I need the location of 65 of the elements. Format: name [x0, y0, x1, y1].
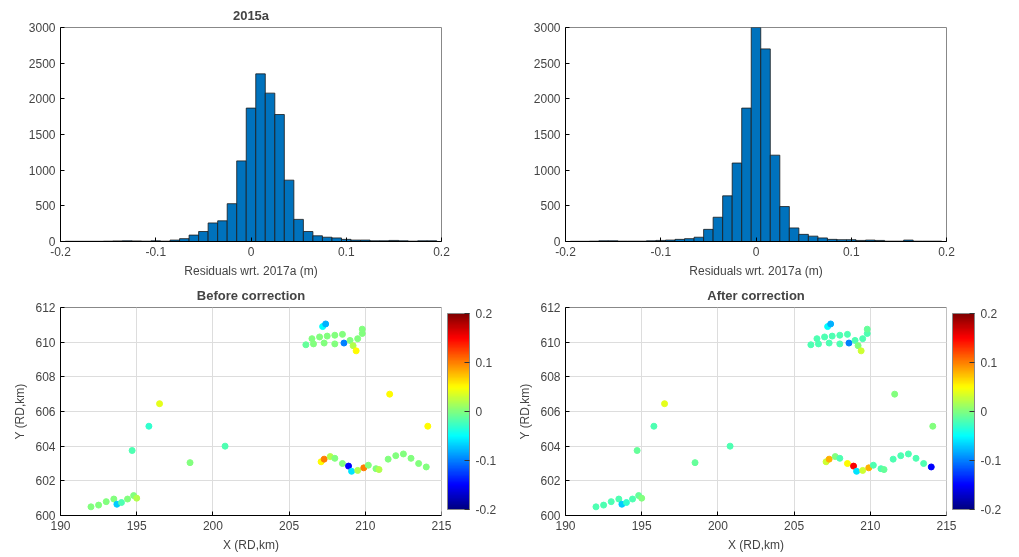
y-tick-label: 2000: [533, 92, 561, 107]
y-tick-label: 606: [35, 405, 56, 419]
x-tick-label: -0.1: [145, 244, 167, 259]
color-bar-label: 0: [980, 405, 988, 419]
x-tick-label: 210: [860, 518, 881, 533]
y-tick-label: 2000: [28, 92, 56, 107]
color-bar-label: 0.2: [980, 307, 998, 321]
y-axis-title: Y (RD,km): [13, 383, 28, 440]
color-bar-label: 0.1: [980, 356, 998, 370]
y-tick-label: 3000: [533, 21, 561, 35]
chart-title: 2015a: [232, 7, 270, 23]
x-tick-label: 205: [279, 518, 300, 533]
y-tick-label: 600: [35, 509, 56, 523]
y-tick-label: 608: [540, 370, 561, 385]
x-tick-label: 195: [631, 518, 653, 533]
y-tick-label: 0: [553, 235, 561, 249]
y-tick-label: 500: [540, 199, 561, 214]
y-tick-label: 610: [540, 335, 561, 350]
y-tick-label: 3000: [28, 21, 56, 35]
x-axis-title: Residuals wrt. 2017a (m): [689, 263, 823, 278]
y-tick-label: 600: [540, 509, 561, 523]
x-axis-title: X (RD,km): [223, 537, 279, 552]
x-tick-label: 200: [202, 518, 224, 533]
y-tick-label: 1000: [28, 163, 56, 178]
color-bar-label: -0.1: [980, 454, 1002, 468]
y-tick-label: 612: [540, 301, 561, 315]
x-tick-label: 0.2: [433, 244, 451, 259]
y-tick-label: 1500: [28, 128, 56, 142]
color-bar-label: -0.2: [980, 503, 1002, 517]
x-tick-label: 0.1: [337, 244, 355, 259]
x-tick-label: 0.2: [938, 244, 956, 259]
color-bar-label: 0: [475, 405, 483, 419]
x-tick-label: 215: [936, 518, 957, 533]
x-tick-label: 205: [784, 518, 805, 533]
x-tick-label: -0.1: [650, 244, 672, 259]
color-bar-label: -0.2: [475, 503, 497, 517]
y-tick-label: 612: [35, 301, 56, 315]
y-tick-label: 2500: [533, 56, 561, 71]
x-tick-label: 200: [707, 518, 729, 533]
y-tick-label: 604: [35, 439, 56, 454]
x-axis-title: X (RD,km): [728, 537, 784, 552]
x-tick-label: 0.1: [842, 244, 860, 259]
y-tick-label: 500: [35, 199, 56, 214]
y-tick-label: 602: [35, 474, 56, 489]
x-tick-label: 0: [247, 244, 255, 259]
x-axis-title: Residuals wrt. 2017a (m): [184, 263, 318, 278]
color-bar-label: -0.1: [475, 454, 497, 468]
y-tick-label: 604: [540, 439, 561, 454]
y-tick-label: 608: [35, 370, 56, 385]
color-bar-label: 0.1: [475, 356, 493, 370]
x-tick-label: 195: [126, 518, 148, 533]
y-tick-label: 610: [35, 335, 56, 350]
y-tick-label: 0: [48, 235, 56, 249]
y-tick-label: 2500: [28, 56, 56, 71]
chart-title: After correction: [707, 287, 805, 303]
x-tick-label: 0: [752, 244, 760, 259]
y-tick-label: 1000: [533, 163, 561, 178]
y-tick-label: 602: [540, 474, 561, 489]
y-tick-label: 606: [540, 405, 561, 419]
color-bar-label: 0.2: [475, 307, 493, 321]
chart-title: Before correction: [196, 287, 306, 303]
x-tick-label: 215: [431, 518, 452, 533]
y-tick-label: 1500: [533, 128, 561, 142]
y-axis-title: Y (RD,km): [518, 383, 533, 440]
x-tick-label: 210: [355, 518, 376, 533]
